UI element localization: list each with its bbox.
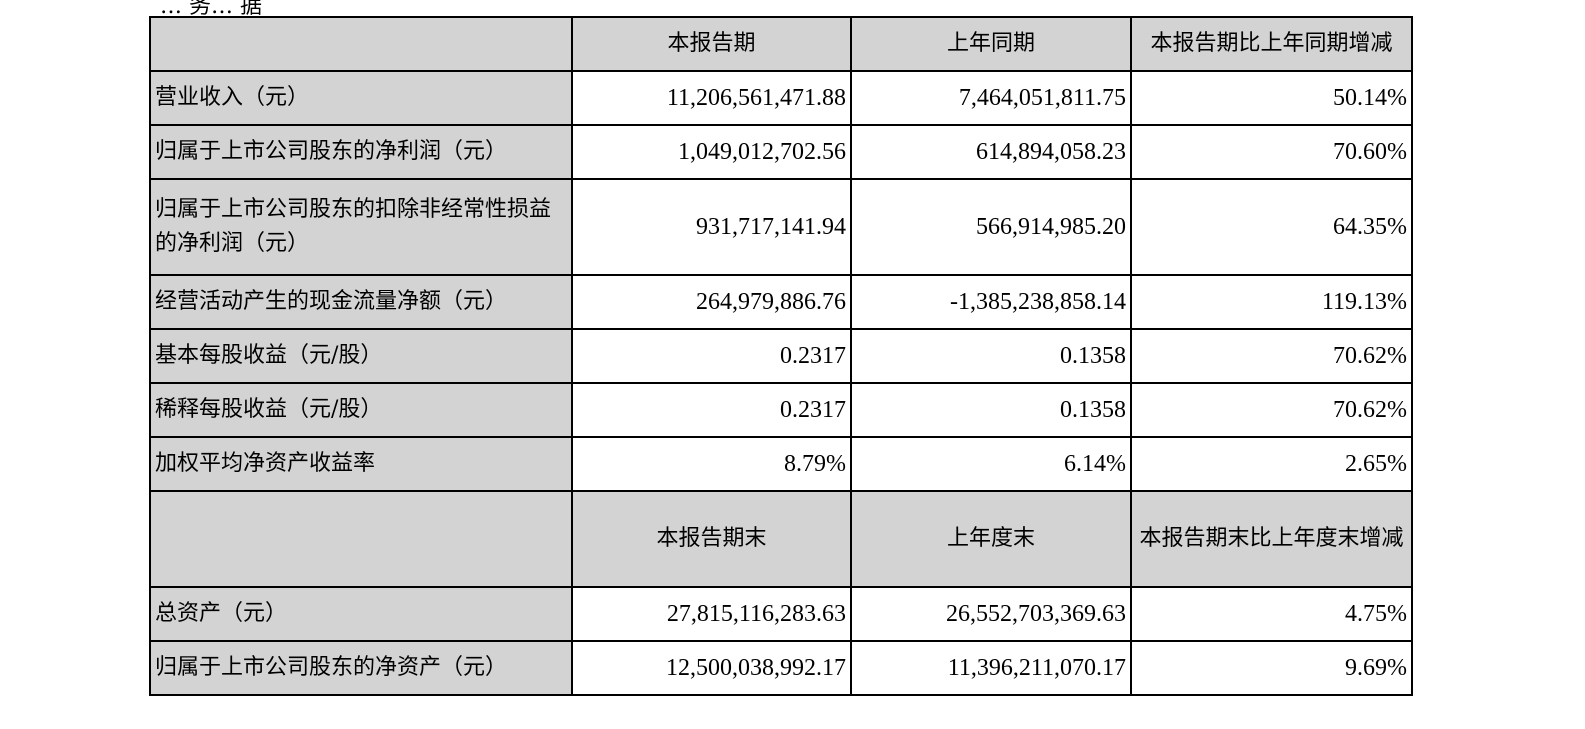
change-value: 64.35% [1130,178,1413,276]
header-cell-period-end-change: 本报告期末比上年度末增减 [1130,490,1413,588]
row-label: 稀释每股收益（元/股） [149,382,573,438]
table-row: 归属于上市公司股东的净利润（元） 1,049,012,702.56 614,89… [149,124,1413,180]
change-value: 4.75% [1130,586,1413,642]
change-value: 70.62% [1130,328,1413,384]
section-heading-fragment: … 务… 据 [160,0,262,19]
prior-value: 0.1358 [850,328,1132,384]
table-row: 经营活动产生的现金流量净额（元） 264,979,886.76 -1,385,2… [149,274,1413,330]
header-cell-prior-period: 上年同期 [850,16,1132,72]
prior-value: -1,385,238,858.14 [850,274,1132,330]
table-row: 归属于上市公司股东的净资产（元） 12,500,038,992.17 11,39… [149,640,1413,696]
header-cell-current-period-end: 本报告期末 [571,490,852,588]
prior-value: 26,552,703,369.63 [850,586,1132,642]
prior-value: 614,894,058.23 [850,124,1132,180]
table-row: 归属于上市公司股东的扣除非经常性损益的净利润（元） 931,717,141.94… [149,178,1413,276]
current-value: 0.2317 [571,328,852,384]
table-row: 总资产（元） 27,815,116,283.63 26,552,703,369.… [149,586,1413,642]
table-header-row-period: 本报告期 上年同期 本报告期比上年同期增减 [149,16,1413,72]
row-label: 归属于上市公司股东的净资产（元） [149,640,573,696]
current-value: 8.79% [571,436,852,492]
change-value: 70.62% [1130,382,1413,438]
header-cell-period-change: 本报告期比上年同期增减 [1130,16,1413,72]
header-cell-blank [149,16,573,72]
header-cell-blank [149,490,573,588]
row-label: 加权平均净资产收益率 [149,436,573,492]
row-label: 基本每股收益（元/股） [149,328,573,384]
row-label: 总资产（元） [149,586,573,642]
prior-value: 11,396,211,070.17 [850,640,1132,696]
current-value: 11,206,561,471.88 [571,70,852,126]
row-label: 归属于上市公司股东的扣除非经常性损益的净利润（元） [149,178,573,276]
header-cell-prior-year-end: 上年度末 [850,490,1132,588]
current-value: 931,717,141.94 [571,178,852,276]
current-value: 1,049,012,702.56 [571,124,852,180]
header-cell-current-period: 本报告期 [571,16,852,72]
financial-data-table: 本报告期 上年同期 本报告期比上年同期增减 营业收入（元） 11,206,561… [149,16,1413,696]
change-value: 50.14% [1130,70,1413,126]
row-label: 归属于上市公司股东的净利润（元） [149,124,573,180]
prior-value: 566,914,985.20 [850,178,1132,276]
table-header-row-period-end: 本报告期末 上年度末 本报告期末比上年度末增减 [149,490,1413,588]
current-value: 27,815,116,283.63 [571,586,852,642]
current-value: 264,979,886.76 [571,274,852,330]
prior-value: 6.14% [850,436,1132,492]
change-value: 9.69% [1130,640,1413,696]
prior-value: 0.1358 [850,382,1132,438]
row-label: 营业收入（元） [149,70,573,126]
change-value: 2.65% [1130,436,1413,492]
table-row: 营业收入（元） 11,206,561,471.88 7,464,051,811.… [149,70,1413,126]
current-value: 0.2317 [571,382,852,438]
prior-value: 7,464,051,811.75 [850,70,1132,126]
table-row: 基本每股收益（元/股） 0.2317 0.1358 70.62% [149,328,1413,384]
row-label: 经营活动产生的现金流量净额（元） [149,274,573,330]
change-value: 70.60% [1130,124,1413,180]
table-row: 稀释每股收益（元/股） 0.2317 0.1358 70.62% [149,382,1413,438]
table-row: 加权平均净资产收益率 8.79% 6.14% 2.65% [149,436,1413,492]
change-value: 119.13% [1130,274,1413,330]
current-value: 12,500,038,992.17 [571,640,852,696]
